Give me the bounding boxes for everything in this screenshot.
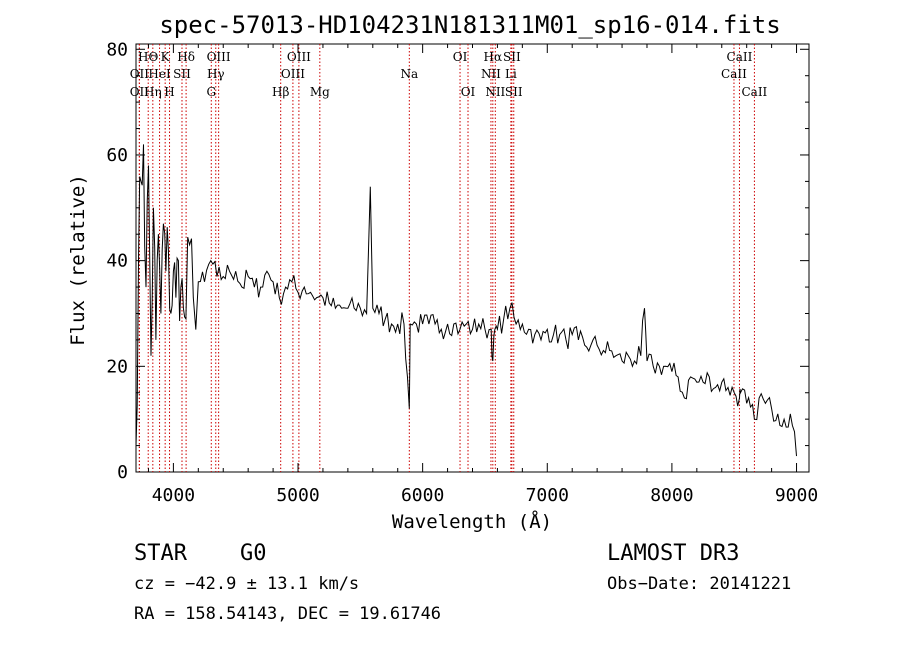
x-tick-label: 7000: [526, 485, 569, 506]
ref-line-label: OIII: [207, 50, 231, 64]
y-axis-label: Flux (relative): [67, 174, 89, 346]
survey-name: LAMOST DR3: [607, 541, 739, 566]
y-tick-label: 60: [106, 145, 128, 166]
ref-line-label: H: [164, 85, 174, 99]
spectrum-line: [135, 144, 797, 457]
x-axis-label: Wavelength (Å): [392, 510, 552, 533]
ref-line-label: HeI: [148, 67, 171, 81]
x-tick-label: 4000: [152, 485, 195, 506]
object-subclass: G0: [240, 541, 267, 566]
ref-line-label: SII: [503, 50, 521, 64]
x-tick-label: 6000: [401, 485, 444, 506]
ref-line-label: Hα: [484, 50, 503, 64]
ref-line-label: Mg: [310, 85, 330, 99]
ref-line-label: OI: [461, 85, 476, 99]
ref-line-label: Li: [505, 67, 517, 81]
y-tick-label: 40: [106, 251, 128, 272]
ref-line-label: SII: [505, 85, 523, 99]
obs-date: Obs−Date: 20141221: [607, 574, 791, 594]
ref-line-label: OIII: [281, 67, 305, 81]
ref-line-label: CaII: [721, 67, 747, 81]
ref-line-label: Hγ: [207, 67, 225, 81]
ref-line-label: OI: [453, 50, 468, 64]
y-tick-label: 20: [106, 356, 128, 377]
ref-line-label: Hη: [144, 85, 162, 99]
ref-line-label: HΘ: [138, 50, 158, 64]
y-axis-ticks: 0 20 40 60 80: [106, 39, 809, 483]
ref-line-label: NII: [481, 67, 501, 81]
ref-line-label: SII: [173, 67, 191, 81]
x-tick-label: 9000: [775, 485, 818, 506]
ref-line-label: Hβ: [272, 85, 289, 99]
y-tick-label: 80: [106, 39, 128, 60]
y-tick-label: 0: [117, 462, 128, 483]
coordinates: RA = 158.54143, DEC = 19.61746: [134, 604, 441, 624]
x-tick-label: 8000: [650, 485, 693, 506]
chart-title: spec-57013-HD104231N181311M01_sp16-014.f…: [159, 11, 780, 39]
reference-labels: HΘ OII OII K HeI Hη SII H Hδ OIII Hγ G OIII OIII Hβ Mg N…: [130, 50, 768, 99]
x-axis-ticks: 4000 5000 6000 7000 8000 9000: [147, 44, 818, 506]
ref-line-label: OII: [130, 67, 150, 81]
ref-line-label: G: [206, 85, 216, 99]
x-tick-label: 5000: [276, 485, 319, 506]
ref-line-label: Na: [400, 67, 418, 81]
redshift-cz: cz = −42.9 ± 13.1 km/s: [134, 574, 359, 594]
ref-line-label: NII: [485, 85, 505, 99]
reference-lines: [138, 44, 755, 472]
ref-line-label: OIII: [287, 50, 311, 64]
plot-frame: [135, 43, 810, 473]
ref-line-label: CaII: [741, 85, 767, 99]
ref-line-label: OII: [130, 85, 150, 99]
ref-line-label: K: [161, 50, 171, 64]
ref-line-label: CaII: [727, 50, 753, 64]
object-class: STAR: [134, 541, 188, 566]
ref-line-label: Hδ: [177, 50, 195, 64]
